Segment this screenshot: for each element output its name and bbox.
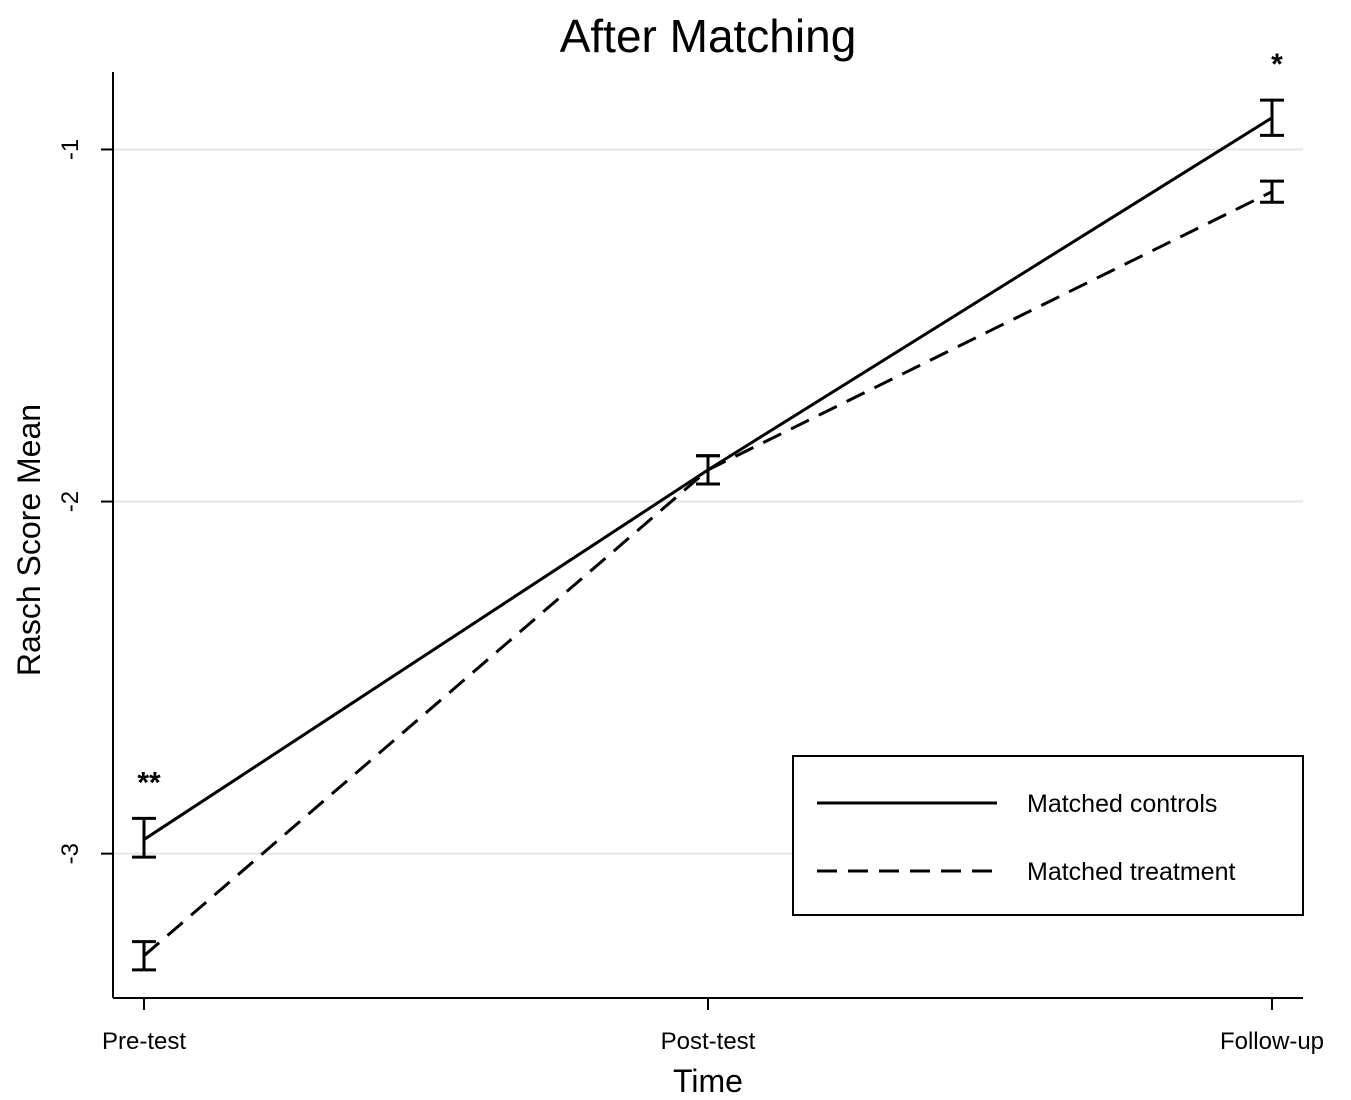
legend-label-0: Matched controls <box>1027 790 1217 818</box>
legend-label-1: Matched treatment <box>1027 858 1235 886</box>
error-bar-1-2 <box>1260 179 1284 204</box>
x-axis-title: Time <box>673 1063 743 1099</box>
grid-layer <box>114 148 1303 855</box>
y-axis-title: Rasch Score Mean <box>11 404 47 676</box>
errorbar-layer <box>132 98 1284 972</box>
legend-box <box>792 755 1304 916</box>
error-bar-0-2 <box>1260 98 1284 137</box>
x-tick-label-1: Post-test <box>661 1028 756 1055</box>
error-bar-1-1 <box>696 454 720 486</box>
legend: Matched controls Matched treatment <box>792 755 1304 916</box>
chart-title: After Matching <box>560 10 857 62</box>
x-tick-label-0: Pre-test <box>102 1028 186 1055</box>
y-tick-label-0: -1 <box>57 139 84 160</box>
y-tick-label-1: -2 <box>57 491 84 512</box>
error-bar-1-0 <box>132 940 156 972</box>
axes-layer: -1 -2 -3 Pre-test Post-test Follow-up <box>57 72 1324 1055</box>
annotation-layer: *** <box>137 48 1283 799</box>
significance-annotation-0: ** <box>137 766 161 799</box>
error-bar-0-0 <box>132 816 156 859</box>
x-tick-label-2: Follow-up <box>1220 1028 1324 1055</box>
significance-annotation-1: * <box>1271 48 1283 81</box>
y-tick-label-2: -3 <box>57 843 84 864</box>
